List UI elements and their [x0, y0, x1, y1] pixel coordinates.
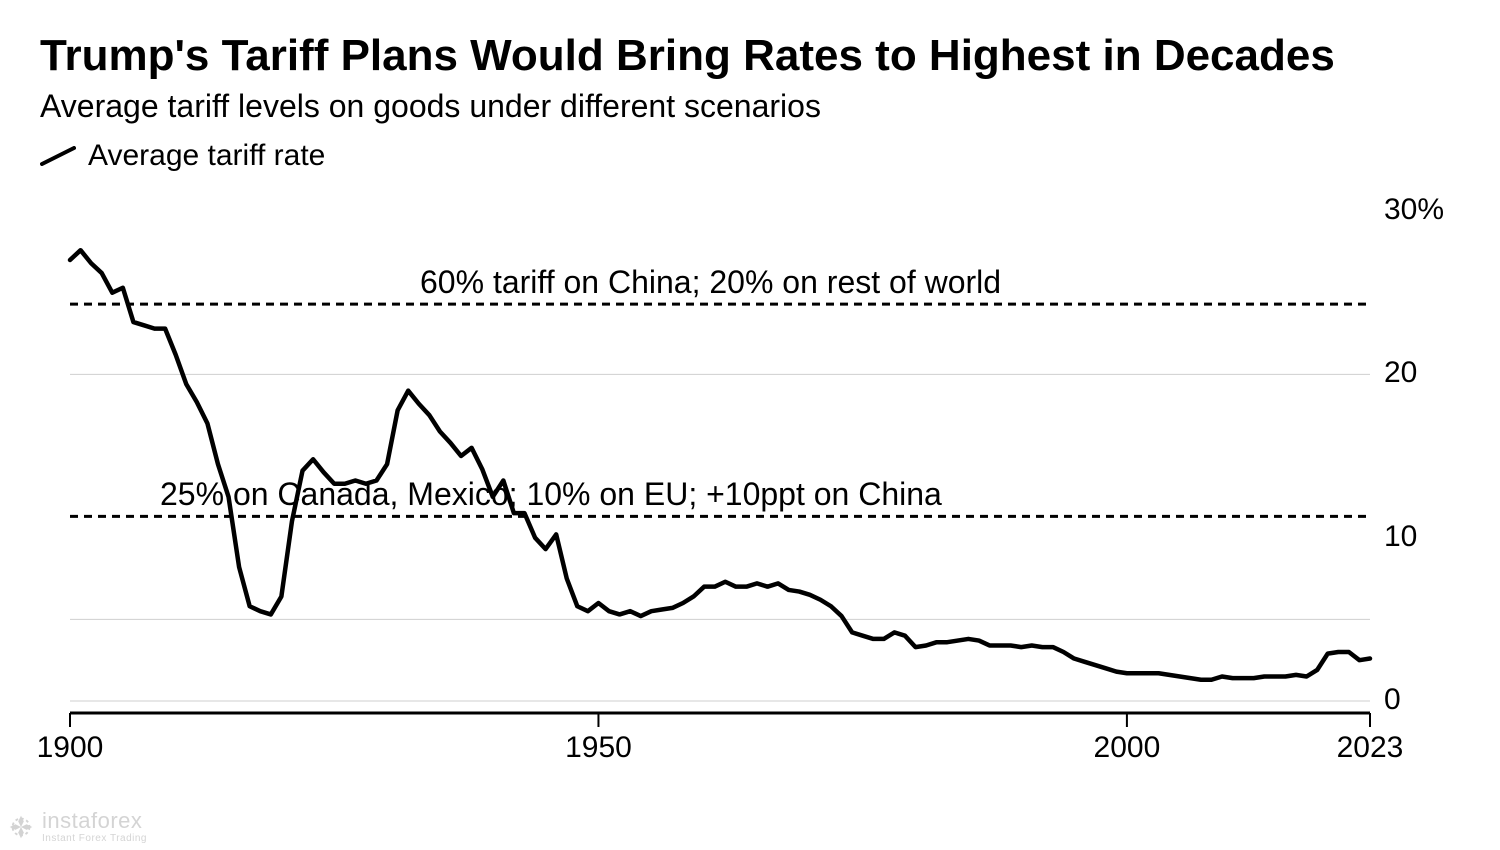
scenario-label: 25% on Canada, Mexico; 10% on EU; +10ppt… [160, 476, 942, 513]
y-tick-label: 20 [1384, 356, 1417, 390]
y-tick-label: 10 [1384, 520, 1417, 554]
x-tick-label: 2023 [1337, 731, 1404, 765]
watermark-icon [6, 812, 36, 842]
watermark-text: instaforex Instant Forex Trading [42, 810, 147, 844]
legend-line-icon [40, 146, 76, 166]
watermark: instaforex Instant Forex Trading [6, 810, 147, 844]
watermark-main: instaforex [42, 810, 147, 832]
chart-container: Trump's Tariff Plans Would Bring Rates t… [0, 0, 1500, 850]
chart-title: Trump's Tariff Plans Would Bring Rates t… [40, 30, 1460, 82]
y-tick-label: 0 [1384, 683, 1401, 717]
legend: Average tariff rate [40, 139, 1460, 173]
watermark-sub: Instant Forex Trading [42, 834, 147, 844]
scenario-label: 60% tariff on China; 20% on rest of worl… [420, 264, 1001, 301]
chart-plot-area: 60% tariff on China; 20% on rest of worl… [40, 181, 1460, 781]
chart-subtitle: Average tariff levels on goods under dif… [40, 88, 1460, 125]
x-tick-label: 1950 [565, 731, 632, 765]
x-tick-label: 1900 [37, 731, 104, 765]
legend-label: Average tariff rate [88, 139, 325, 173]
y-tick-label: 30% [1384, 193, 1444, 227]
x-tick-label: 2000 [1094, 731, 1161, 765]
